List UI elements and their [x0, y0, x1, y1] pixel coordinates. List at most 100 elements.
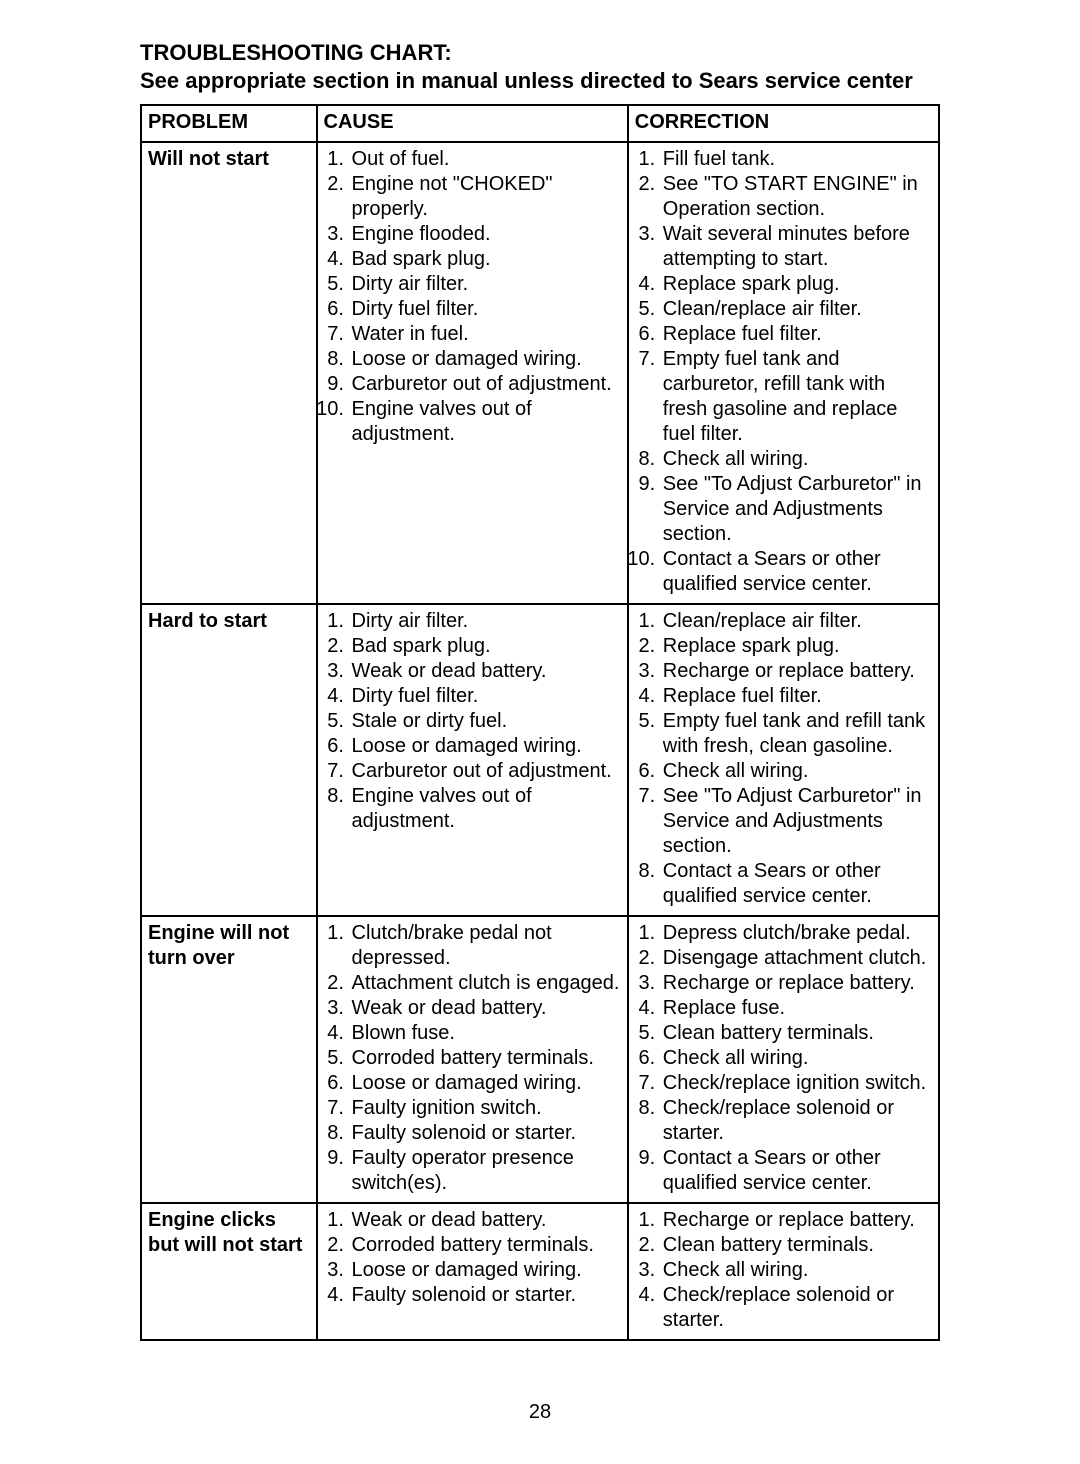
table-header-row: PROBLEM CAUSE CORRECTION: [141, 105, 939, 142]
table-row: Will not start Out of fuel.Engine not "CH…: [141, 142, 939, 604]
table-row: Engine clicks but will not start Weak or …: [141, 1203, 939, 1340]
page-number: 28: [140, 1401, 940, 1424]
cause-list: Clutch/brake pedal not depressed.Attachm…: [324, 921, 621, 1196]
list-item: Carburetor out of adjustment.: [350, 372, 621, 397]
problem-cell: Engine clicks but will not start: [141, 1203, 317, 1340]
table-body: Will not start Out of fuel.Engine not "CH…: [141, 142, 939, 1340]
table-row: Engine will not turn over Clutch/brake pe…: [141, 916, 939, 1203]
page-subtitle: See appropriate section in manual unless…: [140, 68, 940, 94]
list-item: Contact a Sears or other qualified servi…: [661, 547, 932, 597]
list-item: Dirty air filter.: [350, 272, 621, 297]
header-correction: CORRECTION: [628, 105, 939, 142]
list-item: Contact a Sears or other qualified servi…: [661, 1146, 932, 1196]
list-item: Check all wiring.: [661, 447, 932, 472]
correction-list: Fill fuel tank.See "TO START ENGINE" in …: [635, 147, 932, 597]
list-item: Loose or damaged wiring.: [350, 1071, 621, 1096]
list-item: Corroded battery terminals.: [350, 1233, 621, 1258]
correction-cell: Depress clutch/brake pedal.Disengage att…: [628, 916, 939, 1203]
cause-list: Out of fuel.Engine not "CHOKED" properly…: [324, 147, 621, 447]
list-item: See "To Adjust Carburetor" in Service an…: [661, 784, 932, 859]
list-item: Clean/replace air filter.: [661, 609, 932, 634]
header-problem: PROBLEM: [141, 105, 317, 142]
list-item: Faulty operator presence switch(es).: [350, 1146, 621, 1196]
list-item: Clean battery terminals.: [661, 1021, 932, 1046]
list-item: Fill fuel tank.: [661, 147, 932, 172]
list-item: Loose or damaged wiring.: [350, 1258, 621, 1283]
list-item: Water in fuel.: [350, 322, 621, 347]
list-item: Dirty fuel filter.: [350, 297, 621, 322]
list-item: Check all wiring.: [661, 759, 932, 784]
correction-cell: Recharge or replace battery.Clean batter…: [628, 1203, 939, 1340]
document-page: TROUBLESHOOTING CHART: See appropriate s…: [0, 0, 1080, 1464]
list-item: Engine valves out of adjustment.: [350, 397, 621, 447]
list-item: Replace fuel filter.: [661, 684, 932, 709]
list-item: Engine not "CHOKED" properly.: [350, 172, 621, 222]
list-item: Empty fuel tank and carburetor, refill t…: [661, 347, 932, 447]
list-item: Blown fuse.: [350, 1021, 621, 1046]
problem-cell: Will not start: [141, 142, 317, 604]
correction-list: Clean/replace air filter.Replace spark p…: [635, 609, 932, 909]
list-item: Faulty ignition switch.: [350, 1096, 621, 1121]
list-item: Clutch/brake pedal not depressed.: [350, 921, 621, 971]
list-item: Recharge or replace battery.: [661, 1208, 932, 1233]
list-item: Check all wiring.: [661, 1258, 932, 1283]
cause-cell: Dirty air filter.Bad spark plug.Weak or …: [317, 604, 628, 916]
list-item: Replace spark plug.: [661, 634, 932, 659]
problem-label: Hard to start: [148, 609, 310, 634]
cause-list: Weak or dead battery.Corroded battery te…: [324, 1208, 621, 1308]
list-item: Faulty solenoid or starter.: [350, 1283, 621, 1308]
list-item: Dirty fuel filter.: [350, 684, 621, 709]
list-item: Weak or dead battery.: [350, 996, 621, 1021]
problem-cell: Hard to start: [141, 604, 317, 916]
list-item: Replace spark plug.: [661, 272, 932, 297]
list-item: Weak or dead battery.: [350, 1208, 621, 1233]
troubleshooting-table: PROBLEM CAUSE CORRECTION Will not start O…: [140, 104, 940, 1341]
list-item: Stale or dirty fuel.: [350, 709, 621, 734]
correction-cell: Fill fuel tank.See "TO START ENGINE" in …: [628, 142, 939, 604]
list-item: Loose or damaged wiring.: [350, 347, 621, 372]
problem-cell: Engine will not turn over: [141, 916, 317, 1203]
list-item: Check/replace ignition switch.: [661, 1071, 932, 1096]
list-item: Wait several minutes before attempting t…: [661, 222, 932, 272]
list-item: Clean/replace air filter.: [661, 297, 932, 322]
list-item: Corroded battery terminals.: [350, 1046, 621, 1071]
list-item: See "TO START ENGINE" in Operation secti…: [661, 172, 932, 222]
list-item: Depress clutch/brake pedal.: [661, 921, 932, 946]
list-item: Recharge or replace battery.: [661, 971, 932, 996]
list-item: Check/replace solenoid or starter.: [661, 1096, 932, 1146]
cause-cell: Weak or dead battery.Corroded battery te…: [317, 1203, 628, 1340]
page-title: TROUBLESHOOTING CHART:: [140, 40, 940, 66]
list-item: Engine flooded.: [350, 222, 621, 247]
problem-label: Engine will not turn over: [148, 921, 310, 971]
list-item: Out of fuel.: [350, 147, 621, 172]
correction-list: Recharge or replace battery.Clean batter…: [635, 1208, 932, 1333]
list-item: Clean battery terminals.: [661, 1233, 932, 1258]
list-item: Check all wiring.: [661, 1046, 932, 1071]
cause-list: Dirty air filter.Bad spark plug.Weak or …: [324, 609, 621, 834]
list-item: Check/replace solenoid or starter.: [661, 1283, 932, 1333]
list-item: Weak or dead battery.: [350, 659, 621, 684]
list-item: Replace fuse.: [661, 996, 932, 1021]
problem-label: Engine clicks but will not start: [148, 1208, 310, 1258]
list-item: Loose or damaged wiring.: [350, 734, 621, 759]
correction-cell: Clean/replace air filter.Replace spark p…: [628, 604, 939, 916]
list-item: Attachment clutch is engaged.: [350, 971, 621, 996]
list-item: Recharge or replace battery.: [661, 659, 932, 684]
correction-list: Depress clutch/brake pedal.Disengage att…: [635, 921, 932, 1196]
list-item: Contact a Sears or other qualified servi…: [661, 859, 932, 909]
header-cause: CAUSE: [317, 105, 628, 142]
list-item: Dirty air filter.: [350, 609, 621, 634]
cause-cell: Clutch/brake pedal not depressed.Attachm…: [317, 916, 628, 1203]
table-row: Hard to start Dirty air filter.Bad spark …: [141, 604, 939, 916]
problem-label: Will not start: [148, 147, 310, 172]
list-item: Disengage attachment clutch.: [661, 946, 932, 971]
list-item: See "To Adjust Carburetor" in Service an…: [661, 472, 932, 547]
cause-cell: Out of fuel.Engine not "CHOKED" properly…: [317, 142, 628, 604]
list-item: Empty fuel tank and refill tank with fre…: [661, 709, 932, 759]
list-item: Bad spark plug.: [350, 634, 621, 659]
list-item: Carburetor out of adjustment.: [350, 759, 621, 784]
list-item: Bad spark plug.: [350, 247, 621, 272]
list-item: Faulty solenoid or starter.: [350, 1121, 621, 1146]
list-item: Engine valves out of adjustment.: [350, 784, 621, 834]
list-item: Replace fuel filter.: [661, 322, 932, 347]
